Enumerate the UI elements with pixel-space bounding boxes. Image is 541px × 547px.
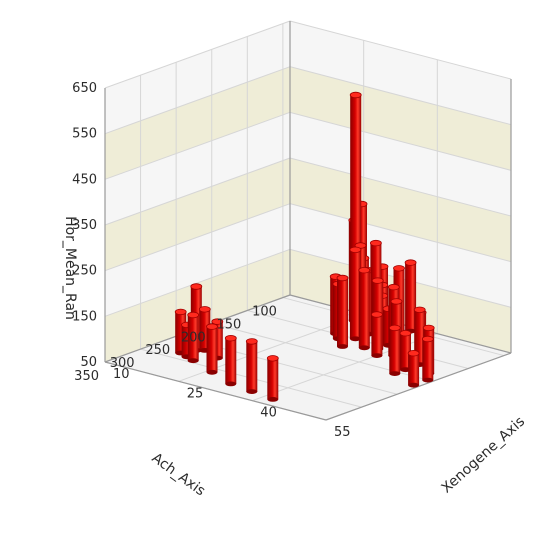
x-tick-label: 100 <box>252 305 277 320</box>
x-tick-label: 150 <box>216 318 241 333</box>
grid-line <box>289 66 512 126</box>
grid-line <box>104 20 291 89</box>
back-walls <box>104 20 512 421</box>
left-wall-band <box>105 21 290 134</box>
right-wall-band <box>290 112 511 216</box>
z-axis-label: Hor_Mean_Ran <box>62 216 78 320</box>
right-wall-band <box>290 203 511 308</box>
right-wall-band <box>290 158 511 262</box>
x-axis-label: Ach_Axis <box>149 450 209 499</box>
left-wall-band <box>105 66 290 180</box>
grid-line <box>104 203 291 272</box>
x-tick-labels: 100 150 200 250 300 350 <box>74 305 277 384</box>
bar <box>421 335 434 383</box>
bar <box>404 259 417 334</box>
y-tick-labels: 10 25 40 55 <box>113 367 351 440</box>
bar <box>224 335 237 387</box>
bar <box>358 267 371 351</box>
y-axis-label: Xenogene_Axis <box>439 414 529 497</box>
left-wall-band <box>105 112 290 225</box>
grid-line <box>289 157 512 217</box>
left-wall-band <box>105 203 290 317</box>
x-tick-label: 250 <box>145 343 170 358</box>
z-tick-label: 550 <box>72 127 97 142</box>
grid-line <box>104 248 291 317</box>
right-wall-band <box>290 21 511 125</box>
z-tick-label: 350 <box>72 218 97 233</box>
axis-line <box>104 361 327 421</box>
y-tick-label: 55 <box>334 425 351 440</box>
bar <box>266 355 279 402</box>
bar <box>407 350 420 388</box>
bar <box>336 274 349 349</box>
bars-group <box>174 91 435 402</box>
grid-line <box>104 66 291 135</box>
grid-line <box>104 157 291 226</box>
bar <box>370 311 383 358</box>
bar <box>349 246 362 342</box>
y-tick-label: 10 <box>113 367 130 382</box>
grid-line <box>104 111 291 180</box>
grid-line <box>289 203 512 263</box>
y-tick-label: 40 <box>260 406 277 421</box>
bar <box>206 323 218 375</box>
bar <box>245 338 258 394</box>
y-tick-label: 25 <box>187 386 204 401</box>
grid-line <box>289 111 512 171</box>
right-wall-band <box>290 66 511 171</box>
left-wall-band <box>105 158 290 271</box>
bar <box>187 311 200 364</box>
z-tick-label: 50 <box>80 355 97 370</box>
bar <box>388 324 401 376</box>
z-tick-label: 150 <box>72 309 97 324</box>
z-tick-labels: 50 150 250 350 450 550 650 <box>72 81 97 370</box>
x-tick-label: 350 <box>74 369 99 384</box>
z-tick-label: 650 <box>72 81 97 96</box>
x-tick-label: 300 <box>110 356 135 371</box>
axis-line <box>325 352 512 421</box>
z-tick-label: 250 <box>72 264 97 279</box>
grid-line <box>289 20 512 80</box>
z-tick-label: 450 <box>72 172 97 187</box>
x-tick-label: 200 <box>181 330 206 345</box>
